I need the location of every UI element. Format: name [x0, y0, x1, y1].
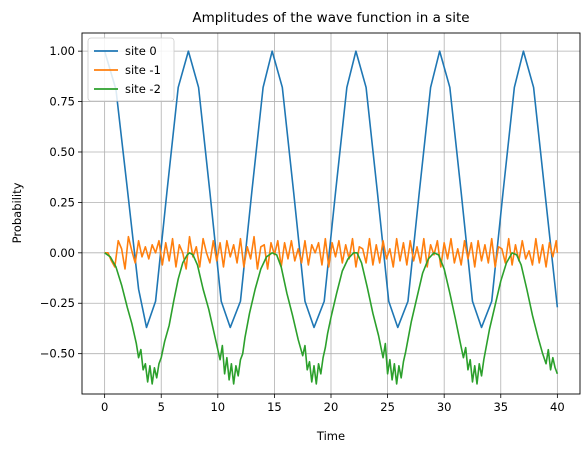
legend-label-0: site 0: [125, 44, 157, 58]
x-tick-label: 25: [380, 400, 395, 414]
series-line-1: [104, 235, 559, 270]
y-tick-label: 0.00: [49, 246, 75, 260]
x-tick-label: 40: [550, 400, 565, 414]
y-tick-label: −0.50: [40, 347, 75, 361]
legend-box: [87, 37, 175, 102]
series-layer: [103, 50, 559, 385]
ticks: 0 5 10 15 20 25 30 35 40 −0.50 −0.25 0.00 0.25 0.50 0.…: [40, 44, 565, 414]
x-axis-label: Time: [316, 429, 345, 443]
y-tick-label: 0.75: [49, 95, 75, 109]
x-tick-label: 0: [101, 400, 108, 414]
y-tick-label: −0.25: [40, 296, 75, 310]
series-line-0: [103, 50, 559, 329]
legend-label-1: site -1: [125, 63, 161, 77]
x-tick-label: 20: [324, 400, 339, 414]
legend: site 0 site -1 site -2: [87, 37, 175, 102]
y-tick-label: 0.25: [49, 195, 75, 209]
x-tick-label: 5: [158, 400, 165, 414]
x-tick-label: 15: [267, 400, 282, 414]
chart-title: Amplitudes of the wave function in a sit…: [192, 10, 469, 26]
grid: [82, 33, 580, 394]
x-tick-label: 30: [437, 400, 452, 414]
x-tick-label: 35: [493, 400, 508, 414]
y-tick-label: 1.00: [49, 44, 75, 58]
x-tick-label: 10: [210, 400, 225, 414]
y-axis-label: Probability: [10, 182, 24, 243]
y-tick-label: 0.50: [49, 145, 75, 159]
legend-label-2: site -2: [125, 82, 161, 96]
series-line-2: [104, 252, 559, 385]
